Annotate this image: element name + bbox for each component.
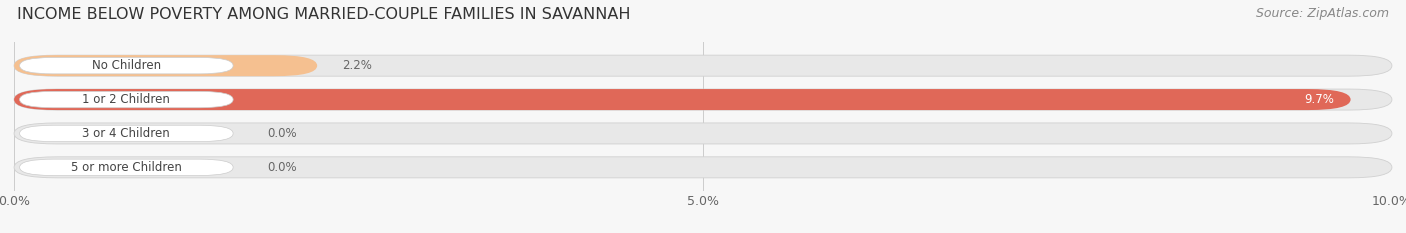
Text: 1 or 2 Children: 1 or 2 Children <box>83 93 170 106</box>
Text: 5 or more Children: 5 or more Children <box>70 161 181 174</box>
FancyBboxPatch shape <box>14 55 1392 76</box>
FancyBboxPatch shape <box>14 89 1392 110</box>
Text: 2.2%: 2.2% <box>342 59 371 72</box>
FancyBboxPatch shape <box>20 159 233 175</box>
Text: 0.0%: 0.0% <box>267 161 297 174</box>
Text: INCOME BELOW POVERTY AMONG MARRIED-COUPLE FAMILIES IN SAVANNAH: INCOME BELOW POVERTY AMONG MARRIED-COUPL… <box>17 7 630 22</box>
FancyBboxPatch shape <box>14 123 1392 144</box>
FancyBboxPatch shape <box>20 125 233 142</box>
FancyBboxPatch shape <box>20 58 233 74</box>
FancyBboxPatch shape <box>14 157 1392 178</box>
Text: 9.7%: 9.7% <box>1305 93 1334 106</box>
FancyBboxPatch shape <box>20 91 233 108</box>
Text: No Children: No Children <box>91 59 160 72</box>
FancyBboxPatch shape <box>14 55 318 76</box>
Text: 0.0%: 0.0% <box>267 127 297 140</box>
FancyBboxPatch shape <box>14 89 1351 110</box>
Text: 3 or 4 Children: 3 or 4 Children <box>83 127 170 140</box>
Text: Source: ZipAtlas.com: Source: ZipAtlas.com <box>1256 7 1389 20</box>
